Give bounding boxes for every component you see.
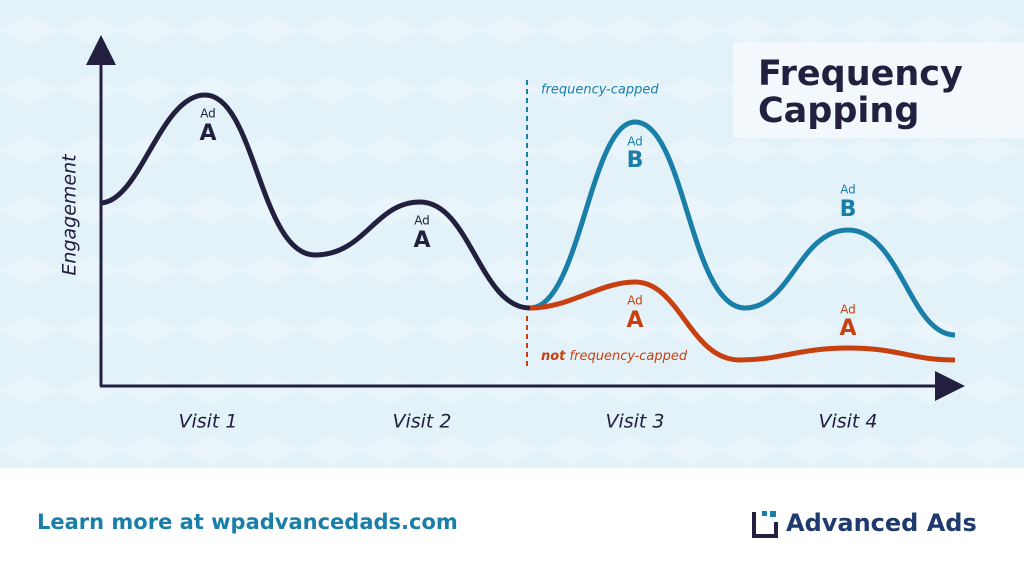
title-box (733, 42, 1024, 138)
ad-small: Ad (840, 183, 856, 197)
annotation-rest: frequency-capped (570, 349, 688, 364)
curve-shared (99, 92, 531, 311)
ad-big: B (627, 148, 644, 173)
visit-label: Visit 1 (178, 411, 237, 433)
y-axis-label: Engagement (59, 153, 81, 276)
ad-big: B (840, 197, 857, 222)
title-line: Frequency (758, 54, 963, 94)
ad-small: Ad (627, 294, 643, 308)
footer-band (0, 468, 1024, 576)
visit-label: Visit 3 (605, 411, 664, 433)
curve-capped (529, 119, 956, 338)
brand-logo-icon (752, 511, 778, 538)
annotation-not-capped: not frequency-capped (541, 349, 688, 364)
annotation-capped: frequency-capped (541, 83, 659, 98)
ad-big: A (839, 316, 856, 341)
visit-label: Visit 2 (392, 411, 451, 433)
visit-label: Visit 4 (818, 411, 877, 433)
footer-link[interactable]: Learn more at wpadvancedads.com (37, 510, 458, 534)
ad-small: Ad (840, 303, 856, 317)
curve-not-capped (529, 279, 956, 363)
brand-name: Advanced Ads (786, 509, 977, 537)
ad-small: Ad (414, 214, 430, 228)
ad-big: A (199, 121, 216, 146)
annotation-not: not (541, 349, 566, 364)
ad-big: A (413, 228, 430, 253)
ad-small: Ad (627, 135, 643, 149)
ad-small: Ad (200, 107, 216, 121)
ad-big: A (626, 308, 643, 333)
title-line: Capping (758, 91, 919, 131)
